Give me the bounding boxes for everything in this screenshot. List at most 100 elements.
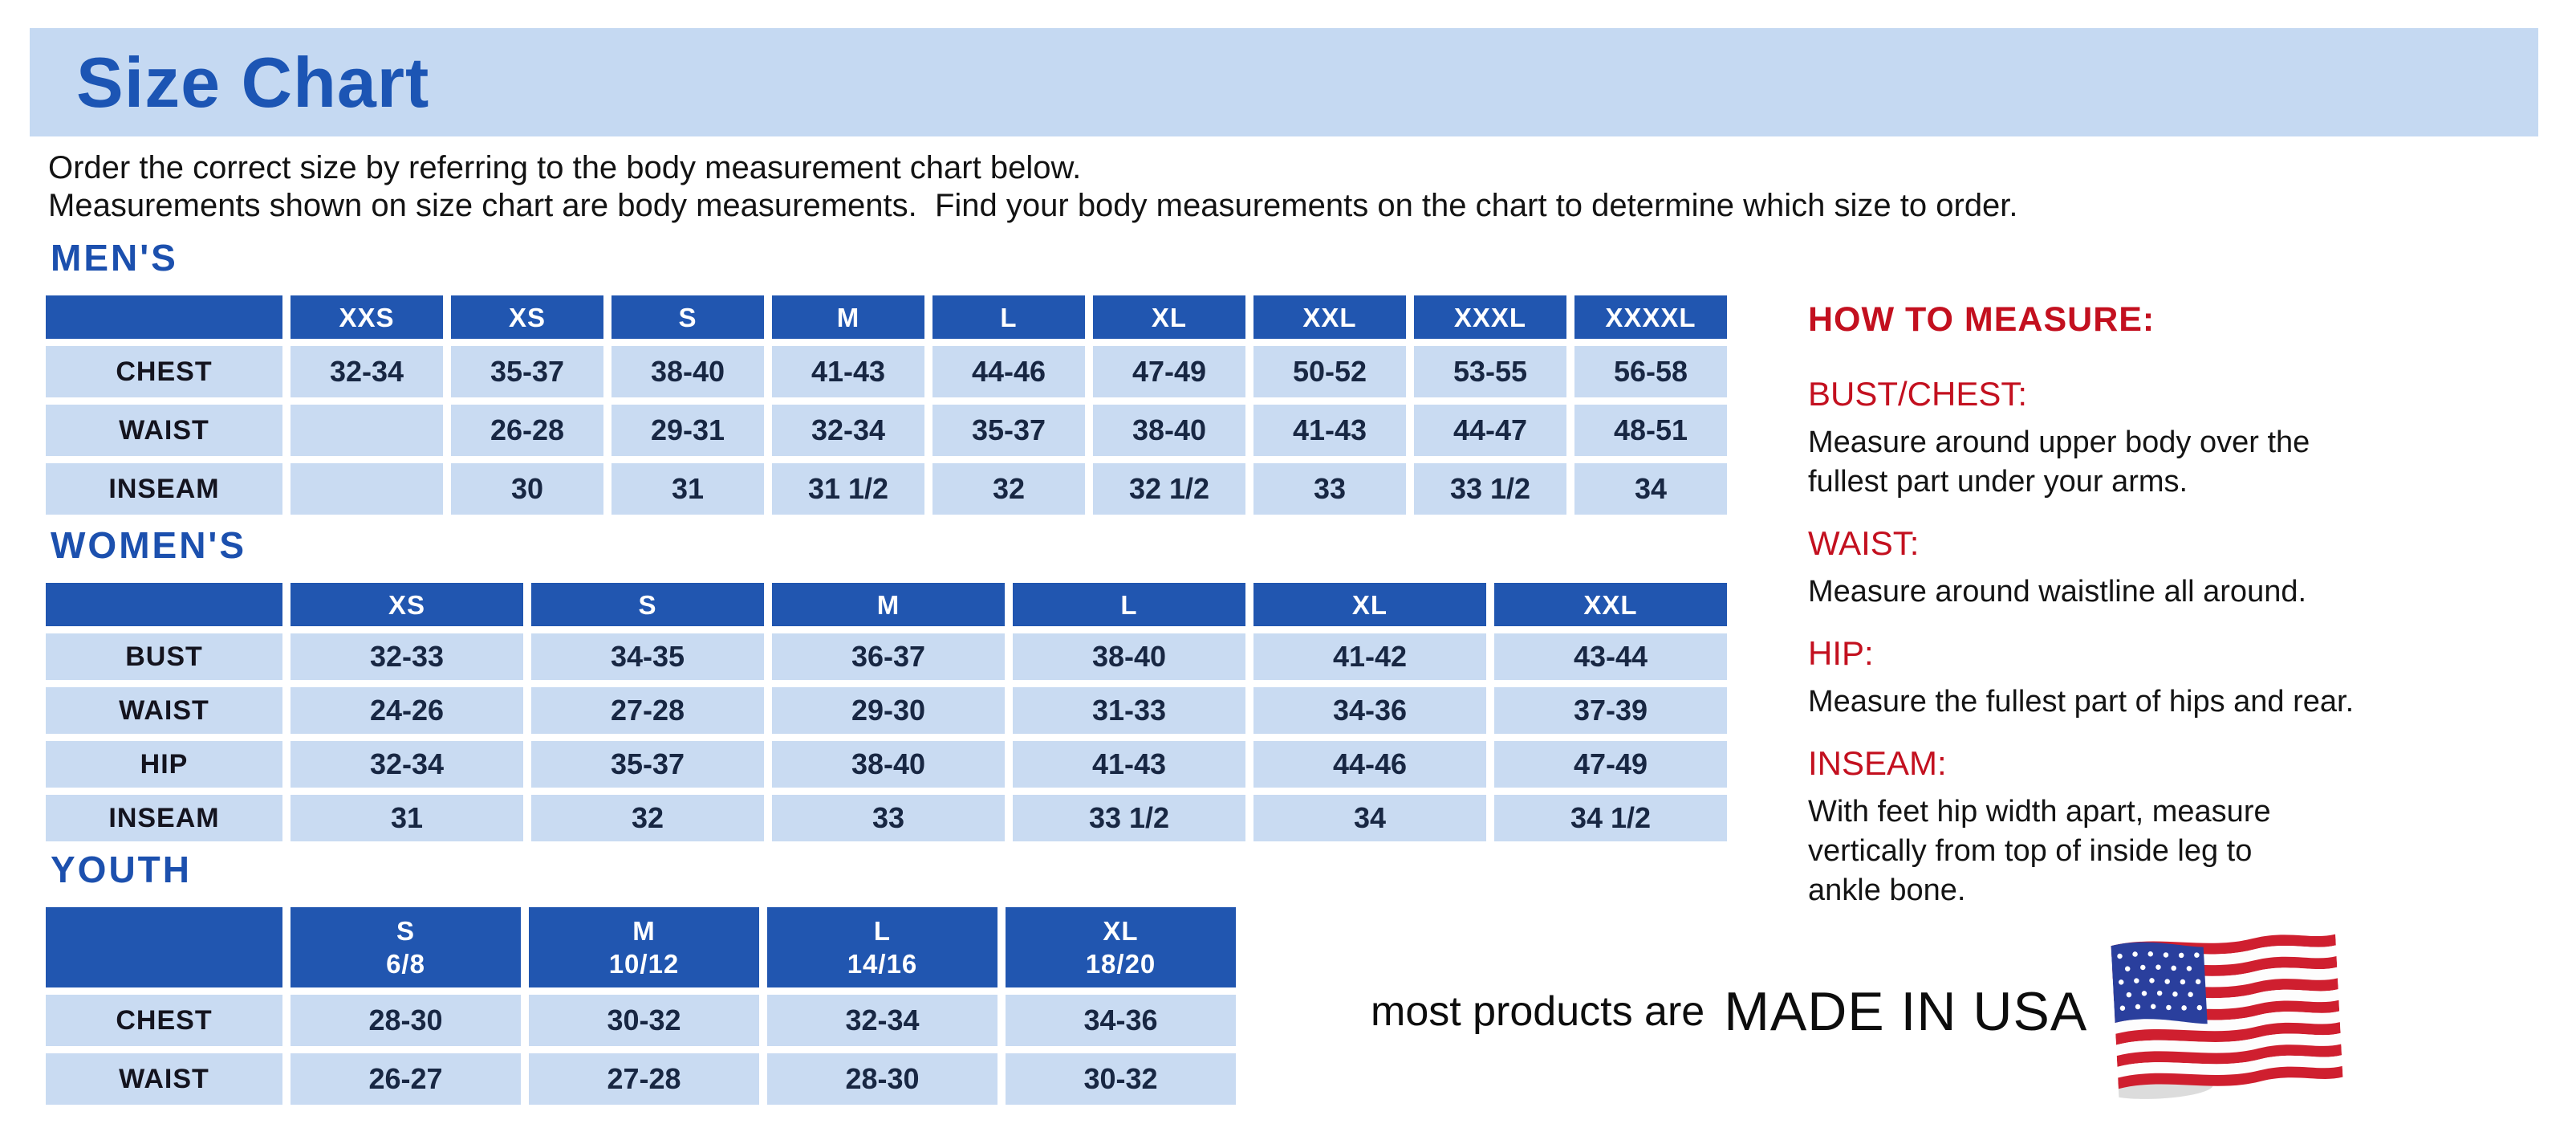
youth-size-range: 18/20 bbox=[1085, 949, 1156, 979]
size-value-cell: 28-30 bbox=[291, 995, 521, 1046]
size-value-cell: 43-44 bbox=[1494, 633, 1727, 680]
how-to-measure-heading: HOW TO MEASURE: bbox=[1808, 300, 2155, 339]
youth-section: YOUTH S 6/8 M 10/12 L 14/16 XL 18/20 CHE… bbox=[46, 848, 1236, 1105]
size-column-header: M 10/12 bbox=[529, 907, 759, 987]
size-value-cell: 29-30 bbox=[772, 687, 1005, 734]
measure-text: Measure the fullest part of hips and rea… bbox=[1808, 685, 2355, 719]
size-value-cell: 31 bbox=[611, 463, 764, 515]
size-value-cell: 44-46 bbox=[932, 346, 1085, 397]
row-label-cell: CHEST bbox=[46, 346, 282, 397]
size-value-cell: 28-30 bbox=[767, 1053, 997, 1105]
size-value-cell: 32 bbox=[932, 463, 1085, 515]
size-value-cell: 34 bbox=[1574, 463, 1727, 515]
size-column-header: XXXXL bbox=[1574, 295, 1727, 339]
size-value-cell: 37-39 bbox=[1494, 687, 1727, 734]
size-value-cell: 32-34 bbox=[767, 995, 997, 1046]
row-label-cell: CHEST bbox=[46, 995, 282, 1046]
size-column-header: XXL bbox=[1494, 583, 1727, 626]
youth-size-range: 10/12 bbox=[608, 949, 680, 979]
made-in-usa-footer: most products are MADE IN USA bbox=[1371, 923, 2343, 1100]
size-column-header: XL bbox=[1093, 295, 1245, 339]
size-column-header: XXXL bbox=[1414, 295, 1566, 339]
size-value-cell: 26-27 bbox=[291, 1053, 521, 1105]
corner-header-cell bbox=[46, 907, 282, 987]
size-value-cell: 31 bbox=[291, 795, 523, 841]
intro-line-1: Order the correct size by referring to t… bbox=[48, 150, 1082, 185]
size-value-cell: 32 bbox=[531, 795, 764, 841]
row-label-cell: INSEAM bbox=[46, 463, 282, 515]
size-value-cell bbox=[291, 405, 443, 456]
size-value-cell: 35-37 bbox=[451, 346, 603, 397]
youth-size-label: M bbox=[632, 916, 656, 946]
size-column-header: XS bbox=[451, 295, 603, 339]
corner-header-cell bbox=[46, 583, 282, 626]
measure-section-waist: WAIST: Measure around waistline all arou… bbox=[1808, 524, 2546, 612]
size-column-header: S bbox=[611, 295, 764, 339]
womens-heading: WOMEN'S bbox=[51, 524, 247, 566]
size-value-cell: 35-37 bbox=[531, 741, 764, 788]
size-value-cell: 53-55 bbox=[1414, 346, 1566, 397]
size-value-cell: 32-34 bbox=[291, 346, 443, 397]
measure-label: HIP: bbox=[1808, 634, 1874, 672]
size-value-cell: 44-47 bbox=[1414, 405, 1566, 456]
size-value-cell: 34-36 bbox=[1253, 687, 1486, 734]
size-column-header: XXL bbox=[1253, 295, 1406, 339]
mens-section: MEN'S XXS XS S M L XL XXL XXXL XXXXL CHE… bbox=[46, 236, 1727, 515]
size-column-header: XL bbox=[1253, 583, 1486, 626]
size-value-cell: 47-49 bbox=[1494, 741, 1727, 788]
size-value-cell: 41-43 bbox=[1253, 405, 1406, 456]
size-value-cell: 48-51 bbox=[1574, 405, 1727, 456]
size-value-cell: 30-32 bbox=[1006, 1053, 1236, 1105]
intro-text: Order the correct size by referring to t… bbox=[48, 149, 2018, 225]
mens-size-table: XXS XS S M L XL XXL XXXL XXXXL CHEST 32-… bbox=[46, 295, 1727, 515]
size-value-cell: 38-40 bbox=[772, 741, 1005, 788]
youth-heading: YOUTH bbox=[51, 849, 192, 890]
youth-size-range: 6/8 bbox=[386, 949, 425, 979]
measure-label: INSEAM: bbox=[1808, 744, 1947, 782]
youth-size-label: L bbox=[873, 916, 892, 946]
size-column-header: L bbox=[1013, 583, 1245, 626]
row-label-cell: HIP bbox=[46, 741, 282, 788]
measure-label: WAIST: bbox=[1808, 524, 1920, 562]
size-value-cell: 34 bbox=[1253, 795, 1486, 841]
size-column-header: L bbox=[932, 295, 1085, 339]
intro-line-2: Measurements shown on size chart are bod… bbox=[48, 188, 2018, 223]
size-column-header: S 6/8 bbox=[291, 907, 521, 987]
size-value-cell: 38-40 bbox=[611, 346, 764, 397]
womens-size-table: XS S M L XL XXL BUST 32-33 34-35 36-37 3… bbox=[46, 583, 1727, 841]
size-value-cell: 41-42 bbox=[1253, 633, 1486, 680]
size-value-cell: 24-26 bbox=[291, 687, 523, 734]
size-column-header: S bbox=[531, 583, 764, 626]
size-value-cell: 41-43 bbox=[772, 346, 924, 397]
size-value-cell: 30-32 bbox=[529, 995, 759, 1046]
size-column-header: M bbox=[772, 583, 1005, 626]
size-column-header: M bbox=[772, 295, 924, 339]
youth-size-label: S bbox=[396, 916, 415, 946]
us-flag-icon bbox=[2104, 920, 2344, 1103]
page-title: Size Chart bbox=[76, 42, 430, 122]
size-value-cell: 30 bbox=[451, 463, 603, 515]
size-value-cell: 29-31 bbox=[611, 405, 764, 456]
mens-heading: MEN'S bbox=[51, 237, 178, 279]
size-value-cell: 32-34 bbox=[772, 405, 924, 456]
size-column-header: XXS bbox=[291, 295, 443, 339]
measure-label: BUST/CHEST: bbox=[1808, 375, 2028, 413]
size-value-cell: 34 1/2 bbox=[1494, 795, 1727, 841]
size-value-cell: 33 1/2 bbox=[1013, 795, 1245, 841]
size-value-cell: 32-34 bbox=[291, 741, 523, 788]
size-value-cell: 50-52 bbox=[1253, 346, 1406, 397]
measure-text: With feet hip width apart, measure verti… bbox=[1808, 795, 2271, 907]
size-value-cell: 33 1/2 bbox=[1414, 463, 1566, 515]
size-value-cell: 36-37 bbox=[772, 633, 1005, 680]
size-value-cell: 41-43 bbox=[1013, 741, 1245, 788]
youth-size-label: XL bbox=[1103, 916, 1139, 946]
measure-section-inseam: INSEAM: With feet hip width apart, measu… bbox=[1808, 744, 2546, 910]
size-value-cell: 32-33 bbox=[291, 633, 523, 680]
row-label-cell: BUST bbox=[46, 633, 282, 680]
corner-header-cell bbox=[46, 295, 282, 339]
row-label-cell: WAIST bbox=[46, 405, 282, 456]
youth-size-range: 14/16 bbox=[847, 949, 918, 979]
measure-text: Measure around upper body over the fulle… bbox=[1808, 426, 2310, 499]
size-value-cell: 47-49 bbox=[1093, 346, 1245, 397]
